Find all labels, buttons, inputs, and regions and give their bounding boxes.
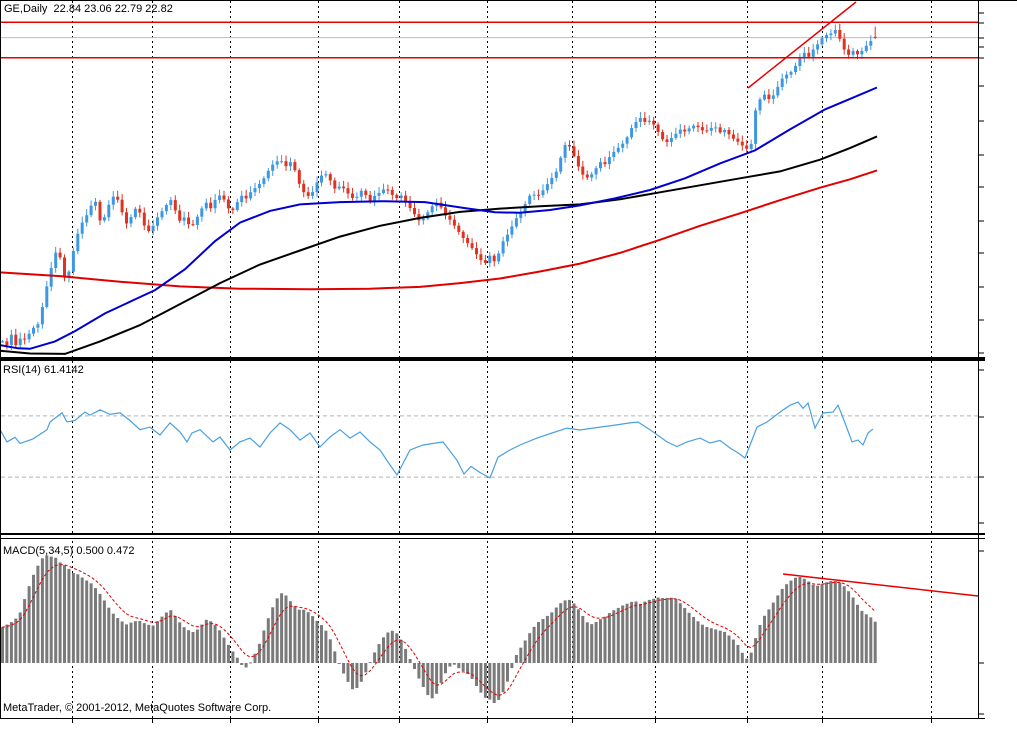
rsi-macd-separator[interactable] [0,533,985,535]
price-axis[interactable]: 23.3523.1522.8222.6022.3921.8521.1520.40… [979,0,1017,718]
top-border [0,0,1017,1]
macd-bottom-border [0,718,985,719]
rsi-indicator-label: RSI(14) 61.4142 [3,364,84,376]
symbol-ohlc-label: GE,Daily 22.84 23.06 22.79 22.82 [4,3,173,15]
symbol-period-label: GE,Daily [4,3,48,15]
date-axis[interactable]: 7 Dec 201130 Dec 201125 Jan 201216 Feb 2… [0,718,1017,736]
copyright-watermark: MetaTrader, © 2001-2012, MetaQuotes Soft… [3,702,272,714]
main-rsi-separator[interactable] [0,357,985,361]
rsi-macd-separator-lower [0,538,985,539]
ohlc-values-label: 22.84 23.06 22.79 22.82 [53,3,173,15]
macd-indicator-label: MACD(5,34,5) 0.500 0.472 [3,545,135,557]
